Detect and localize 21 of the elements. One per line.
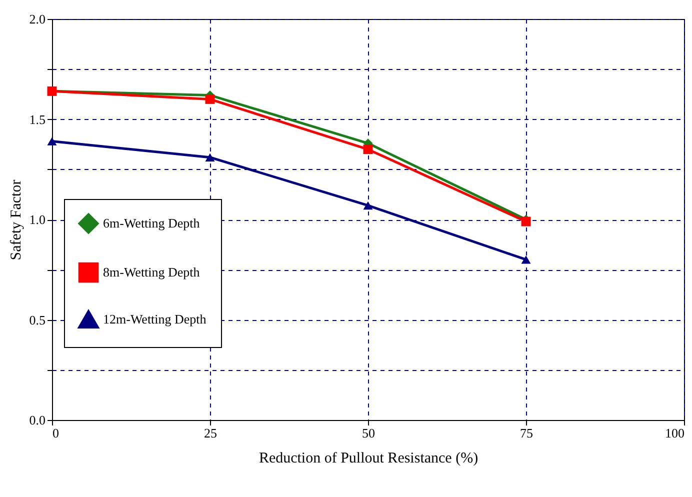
point <box>205 153 215 162</box>
y-axis-title: Safety Factor <box>8 180 24 260</box>
legend-label: 6m-Wetting Depth <box>103 216 200 230</box>
y-tick-label: 1.0 <box>29 212 46 227</box>
y-tick-label: 2.0 <box>29 12 46 26</box>
point <box>47 137 57 146</box>
x-axis-title: Reduction of Pullout Resistance (%) <box>258 450 478 466</box>
x-tick-label: 25 <box>204 426 217 440</box>
y-tick-label: 0.0 <box>29 412 46 428</box>
point <box>205 94 215 104</box>
point <box>521 255 531 264</box>
x-tick-label: 100 <box>665 426 684 440</box>
y-tick-label: 1.5 <box>29 112 46 127</box>
x-tick-label: 75 <box>520 426 533 440</box>
x-tick-label: 0 <box>52 426 59 440</box>
point <box>363 201 373 210</box>
legend-label: 8m-Wetting Depth <box>103 264 200 280</box>
x-tick-label: 50 <box>362 426 375 440</box>
legend-label: 12m-Wetting Depth <box>103 312 207 326</box>
point <box>363 144 373 154</box>
y-tick-label: 0.5 <box>29 312 46 328</box>
